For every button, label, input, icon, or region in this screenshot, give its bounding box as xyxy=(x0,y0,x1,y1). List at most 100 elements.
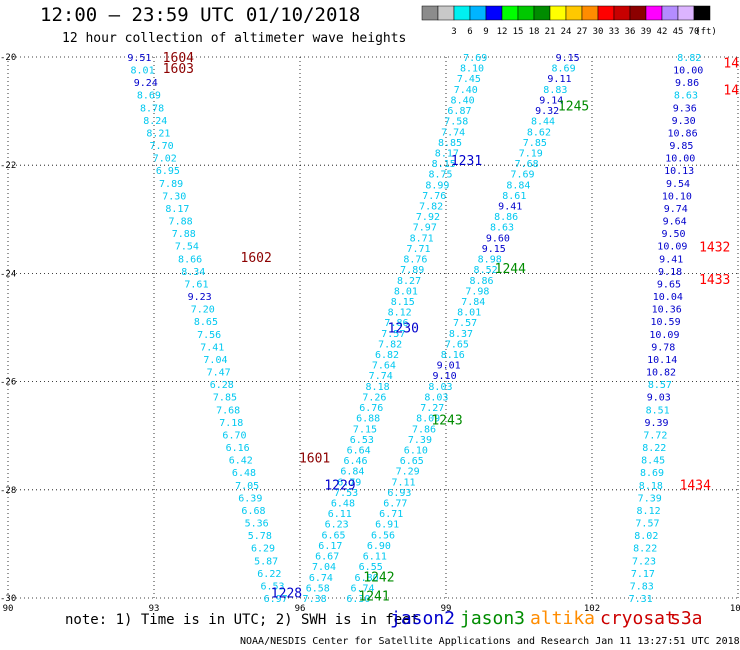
longitude-label: 90 xyxy=(3,604,14,614)
colorbar-tick-label: 42 xyxy=(657,27,668,37)
colorbar-tick-label: 45 xyxy=(673,27,684,37)
wave-height-value: 8.18 xyxy=(366,382,390,393)
wave-height-value: 8.99 xyxy=(425,180,449,191)
pass-number-label: 1242 xyxy=(363,570,394,585)
wave-height-value: 8.37 xyxy=(449,329,473,340)
wave-height-value: 8.12 xyxy=(388,308,412,319)
wave-height-value: 6.53 xyxy=(350,435,374,446)
wave-height-value: 7.83 xyxy=(630,581,654,592)
wave-height-value: 8.03 xyxy=(428,382,452,393)
wave-height-value: 8.15 xyxy=(391,297,415,308)
wave-height-value: 9.10 xyxy=(433,371,457,382)
pass-number-label: 1432 xyxy=(699,240,730,255)
wave-height-value: 8.27 xyxy=(397,276,421,287)
legend-entry-altika: altika xyxy=(530,608,596,629)
wave-height-value: 6.48 xyxy=(331,499,355,510)
legend-entry-cryosat: cryosat xyxy=(600,608,676,629)
colorbar-tick-label: 15 xyxy=(513,27,524,37)
latitude-label: -24 xyxy=(0,269,16,279)
latitude-label: -30 xyxy=(0,594,16,604)
colorbar-tick-label: 70 xyxy=(689,27,700,37)
wave-height-value: 8.52 xyxy=(474,265,498,276)
wave-height-value: 8.82 xyxy=(677,53,701,64)
wave-height-value: 8.12 xyxy=(637,506,661,517)
wave-height-value: 7.89 xyxy=(159,179,183,190)
wave-height-value: 8.40 xyxy=(451,95,475,106)
wave-height-value: 8.10 xyxy=(460,64,484,75)
wave-height-value: 8.01 xyxy=(457,308,481,319)
wave-height-value: 7.04 xyxy=(312,562,336,573)
wave-height-value: 8.03 xyxy=(424,392,448,403)
wave-height-value: 6.87 xyxy=(447,106,471,117)
wave-height-value: 10.09 xyxy=(657,242,687,253)
legend-entry-s3a: s3a xyxy=(670,608,703,629)
wave-height-value: 9.65 xyxy=(657,279,681,290)
wave-height-value: 8.84 xyxy=(506,180,530,191)
wave-height-value: 8.44 xyxy=(531,117,555,128)
wave-height-value: 8.98 xyxy=(478,255,502,266)
pass-number-label: 1603 xyxy=(163,62,194,77)
wave-height-value: 7.57 xyxy=(635,519,659,530)
wave-height-value: 7.61 xyxy=(184,279,208,290)
colorbar-tick-label: 21 xyxy=(545,27,556,37)
wave-height-value: 7.85 xyxy=(523,138,547,149)
wave-height-value: 6.70 xyxy=(222,430,246,441)
wave-height-value: 8.65 xyxy=(194,317,218,328)
pass-number-label: 1601 xyxy=(299,451,330,466)
wave-height-value: 6.79 xyxy=(337,477,361,488)
wave-height-value: 7.31 xyxy=(629,594,653,605)
longitude-label: 96 xyxy=(295,604,306,614)
wave-height-value: 10.04 xyxy=(653,292,683,303)
wave-height-value: 8.22 xyxy=(642,443,666,454)
wave-height-value: 7.19 xyxy=(519,148,543,159)
wave-height-value: 10.13 xyxy=(664,166,694,177)
wave-height-value: 7.04 xyxy=(203,355,227,366)
wave-height-value: 9.14 xyxy=(539,95,563,106)
color-scale-bar: 3 6 9 12 15 18 21 24 27 30 33 36 39 42 45 70(ft) xyxy=(421,5,717,37)
wave-height-value: 9.85 xyxy=(669,141,693,152)
wave-height-value: 7.27 xyxy=(420,403,444,414)
wave-height-value: 9.11 xyxy=(547,74,571,85)
wave-height-value: 8.24 xyxy=(143,116,167,127)
wave-height-value: 8.86 xyxy=(494,212,518,223)
wave-height-value: 9.30 xyxy=(672,116,696,127)
wave-height-value: 8.01 xyxy=(394,286,418,297)
wave-height-value: 6.48 xyxy=(232,468,256,479)
wave-height-value: 7.68 xyxy=(216,405,240,416)
wave-height-value: 9.64 xyxy=(663,217,687,228)
wave-height-value: 8.69 xyxy=(137,91,161,102)
wave-height-value: 7.89 xyxy=(400,265,424,276)
wave-height-value: 6.28 xyxy=(210,380,234,391)
wave-height-value: 9.86 xyxy=(675,78,699,89)
wave-height-value: 6.91 xyxy=(375,520,399,531)
wave-height-value: 7.18 xyxy=(219,418,243,429)
pass-number-label: 1431 xyxy=(723,56,740,71)
wave-height-value: 5.78 xyxy=(248,531,272,542)
wave-height-value: 7.72 xyxy=(643,430,667,441)
wave-height-value: 9.36 xyxy=(673,103,697,114)
latitude-label: -22 xyxy=(0,161,16,171)
wave-height-value: 6.58 xyxy=(306,583,330,594)
wave-height-value: 6.74 xyxy=(350,583,374,594)
wave-height-value: 7.74 xyxy=(441,127,465,138)
wave-height-value: 10.14 xyxy=(647,355,677,366)
wave-height-value: 9.54 xyxy=(666,179,690,190)
wave-height-value: 7.84 xyxy=(461,297,485,308)
wave-height-value: 5.36 xyxy=(245,519,269,530)
wave-height-value: 8.63 xyxy=(674,91,698,102)
wave-height-value: 8.34 xyxy=(181,267,205,278)
longitude-label: 99 xyxy=(441,604,452,614)
wave-height-value: 7.58 xyxy=(444,117,468,128)
legend-entry-jason2: jason2 xyxy=(390,608,456,629)
wave-height-value: 8.69 xyxy=(640,468,664,479)
footer-note: note: 1) Time is in UTC; 2) SWH is in fe… xyxy=(65,612,420,628)
wave-height-value: 8.18 xyxy=(639,481,663,492)
wave-height-value: 8.78 xyxy=(140,103,164,114)
pass-number-label: 1230 xyxy=(388,322,419,337)
wave-height-value: 7.69 xyxy=(510,170,534,181)
wave-height-value: 9.41 xyxy=(498,202,522,213)
wave-height-value: 8.02 xyxy=(634,531,658,542)
wave-height-value: 7.11 xyxy=(391,477,415,488)
